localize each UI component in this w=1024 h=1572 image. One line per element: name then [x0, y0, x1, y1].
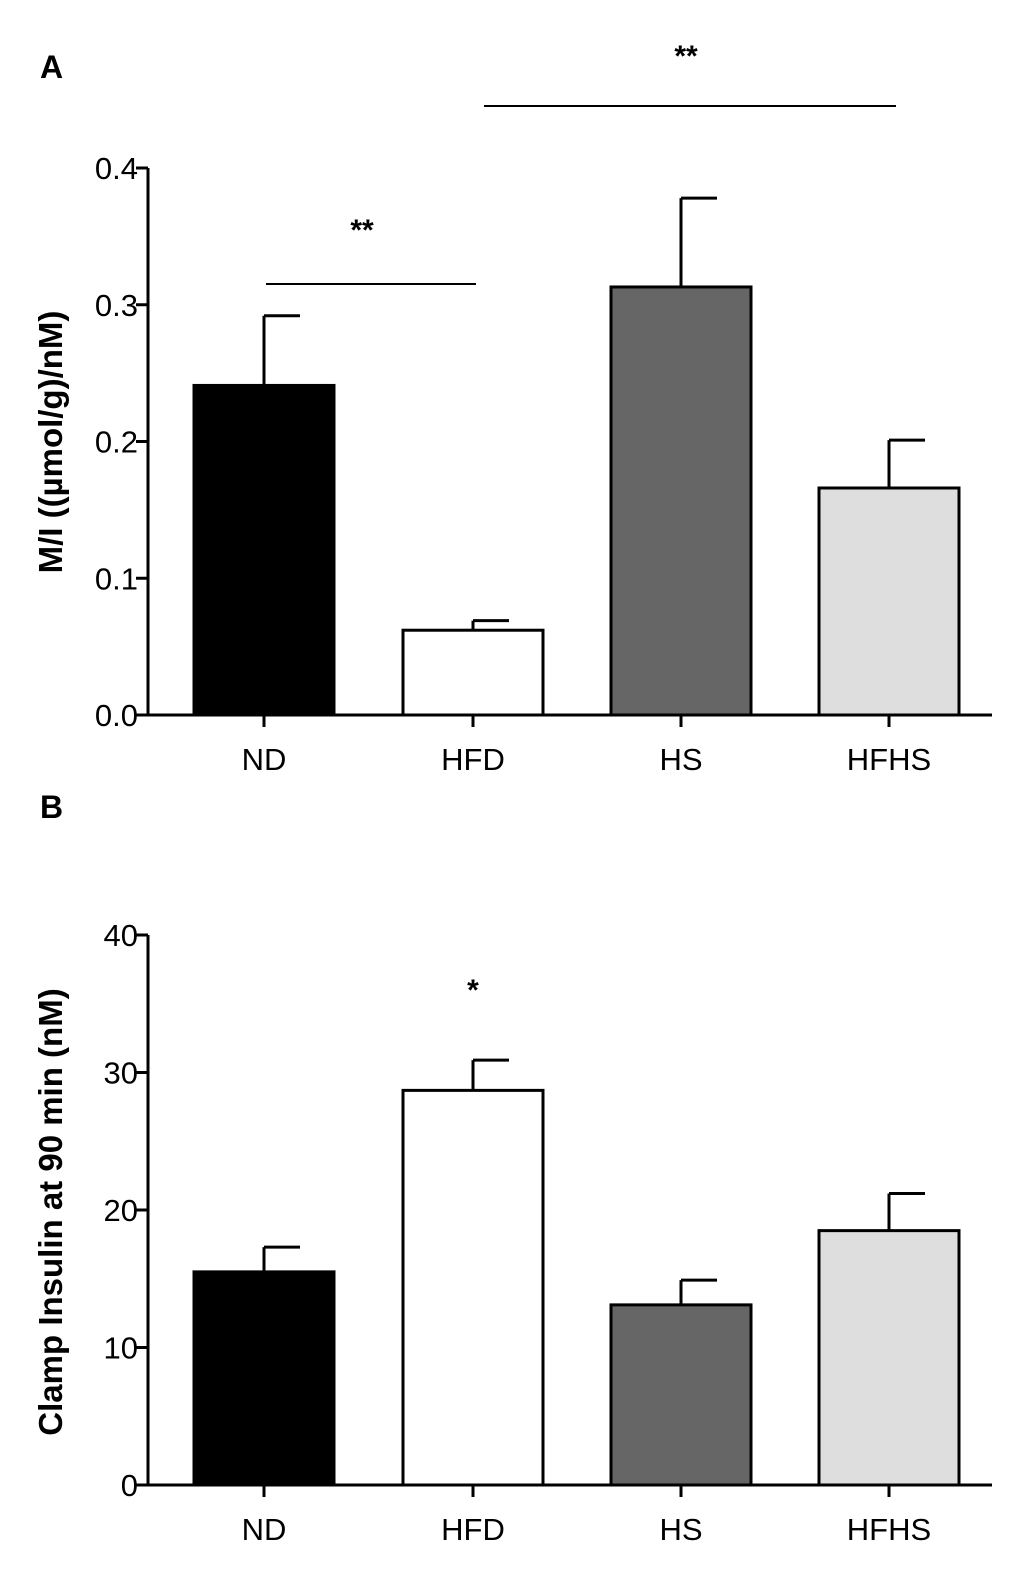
- panel-b-y-tick-label: 30: [104, 1056, 138, 1091]
- panel-b-y-tick-label: 40: [104, 918, 138, 953]
- panel-a-plot: ND HFD HS HFHS 0.0 0.1 0.2 0.3 0.4 ** **: [95, 40, 992, 777]
- panel-b-category-label-hfhs: HFHS: [847, 1512, 931, 1547]
- panel-a-significance-marker: **: [350, 214, 374, 247]
- panel-b-category-label-hs: HS: [659, 1512, 702, 1547]
- panel-a-bar-nd: [192, 383, 336, 717]
- panel-a-y-tick-label: 0.3: [95, 288, 138, 323]
- panel-b-bar-hfd: [401, 1088, 545, 1487]
- panel-a-letter: A: [40, 49, 63, 85]
- panel-a-y-tick-label: 0.4: [95, 151, 138, 186]
- panel-b-category-label-nd: ND: [242, 1512, 287, 1547]
- panel-a-category-label-hs: HS: [659, 742, 702, 777]
- panel-b-significance-marker: *: [467, 974, 479, 1007]
- panel-a-y-axis-label: M/I ((µmol/g)/nM): [32, 311, 69, 574]
- panel-b-bar-hfhs: [817, 1229, 961, 1487]
- panel-b-plot: ND HFD HS HFHS 0 10 20 30 40 *: [104, 918, 992, 1547]
- panel-b-y-tick-label: 0: [121, 1468, 138, 1503]
- panel-a-category-label-nd: ND: [242, 742, 287, 777]
- panel-b-y-tick-label: 20: [104, 1193, 138, 1228]
- panel-b-y-tick-label: 10: [104, 1331, 138, 1366]
- panel-b-y-axis-label: Clamp Insulin at 90 min (nM): [32, 988, 69, 1435]
- panel-a-category-label-hfhs: HFHS: [847, 742, 931, 777]
- panel-a-y-tick-label: 0.2: [95, 425, 138, 460]
- panel-a-bar-hfhs: [817, 486, 961, 717]
- panel-a: A M/I ((µmol/g)/nM) ND HFD HS HFHS 0.0 0.1 0.2…: [32, 40, 992, 777]
- panel-a-bar-hfd: [401, 628, 545, 717]
- panel-a-category-label-hfd: HFD: [441, 742, 505, 777]
- panel-b-bar-nd: [192, 1270, 336, 1487]
- panel-a-bar-hs: [609, 285, 753, 717]
- panel-a-significance-marker: **: [674, 40, 698, 73]
- panel-a-y-tick-label: 0.0: [95, 698, 138, 733]
- panel-b-bar-hs: [609, 1303, 753, 1487]
- panel-b-category-label-hfd: HFD: [441, 1512, 505, 1547]
- panel-a-y-tick-label: 0.1: [95, 561, 138, 596]
- panel-b: B Clamp Insulin at 90 min (nM) ND HFD HS HF…: [32, 789, 992, 1547]
- panel-b-letter: B: [40, 789, 63, 825]
